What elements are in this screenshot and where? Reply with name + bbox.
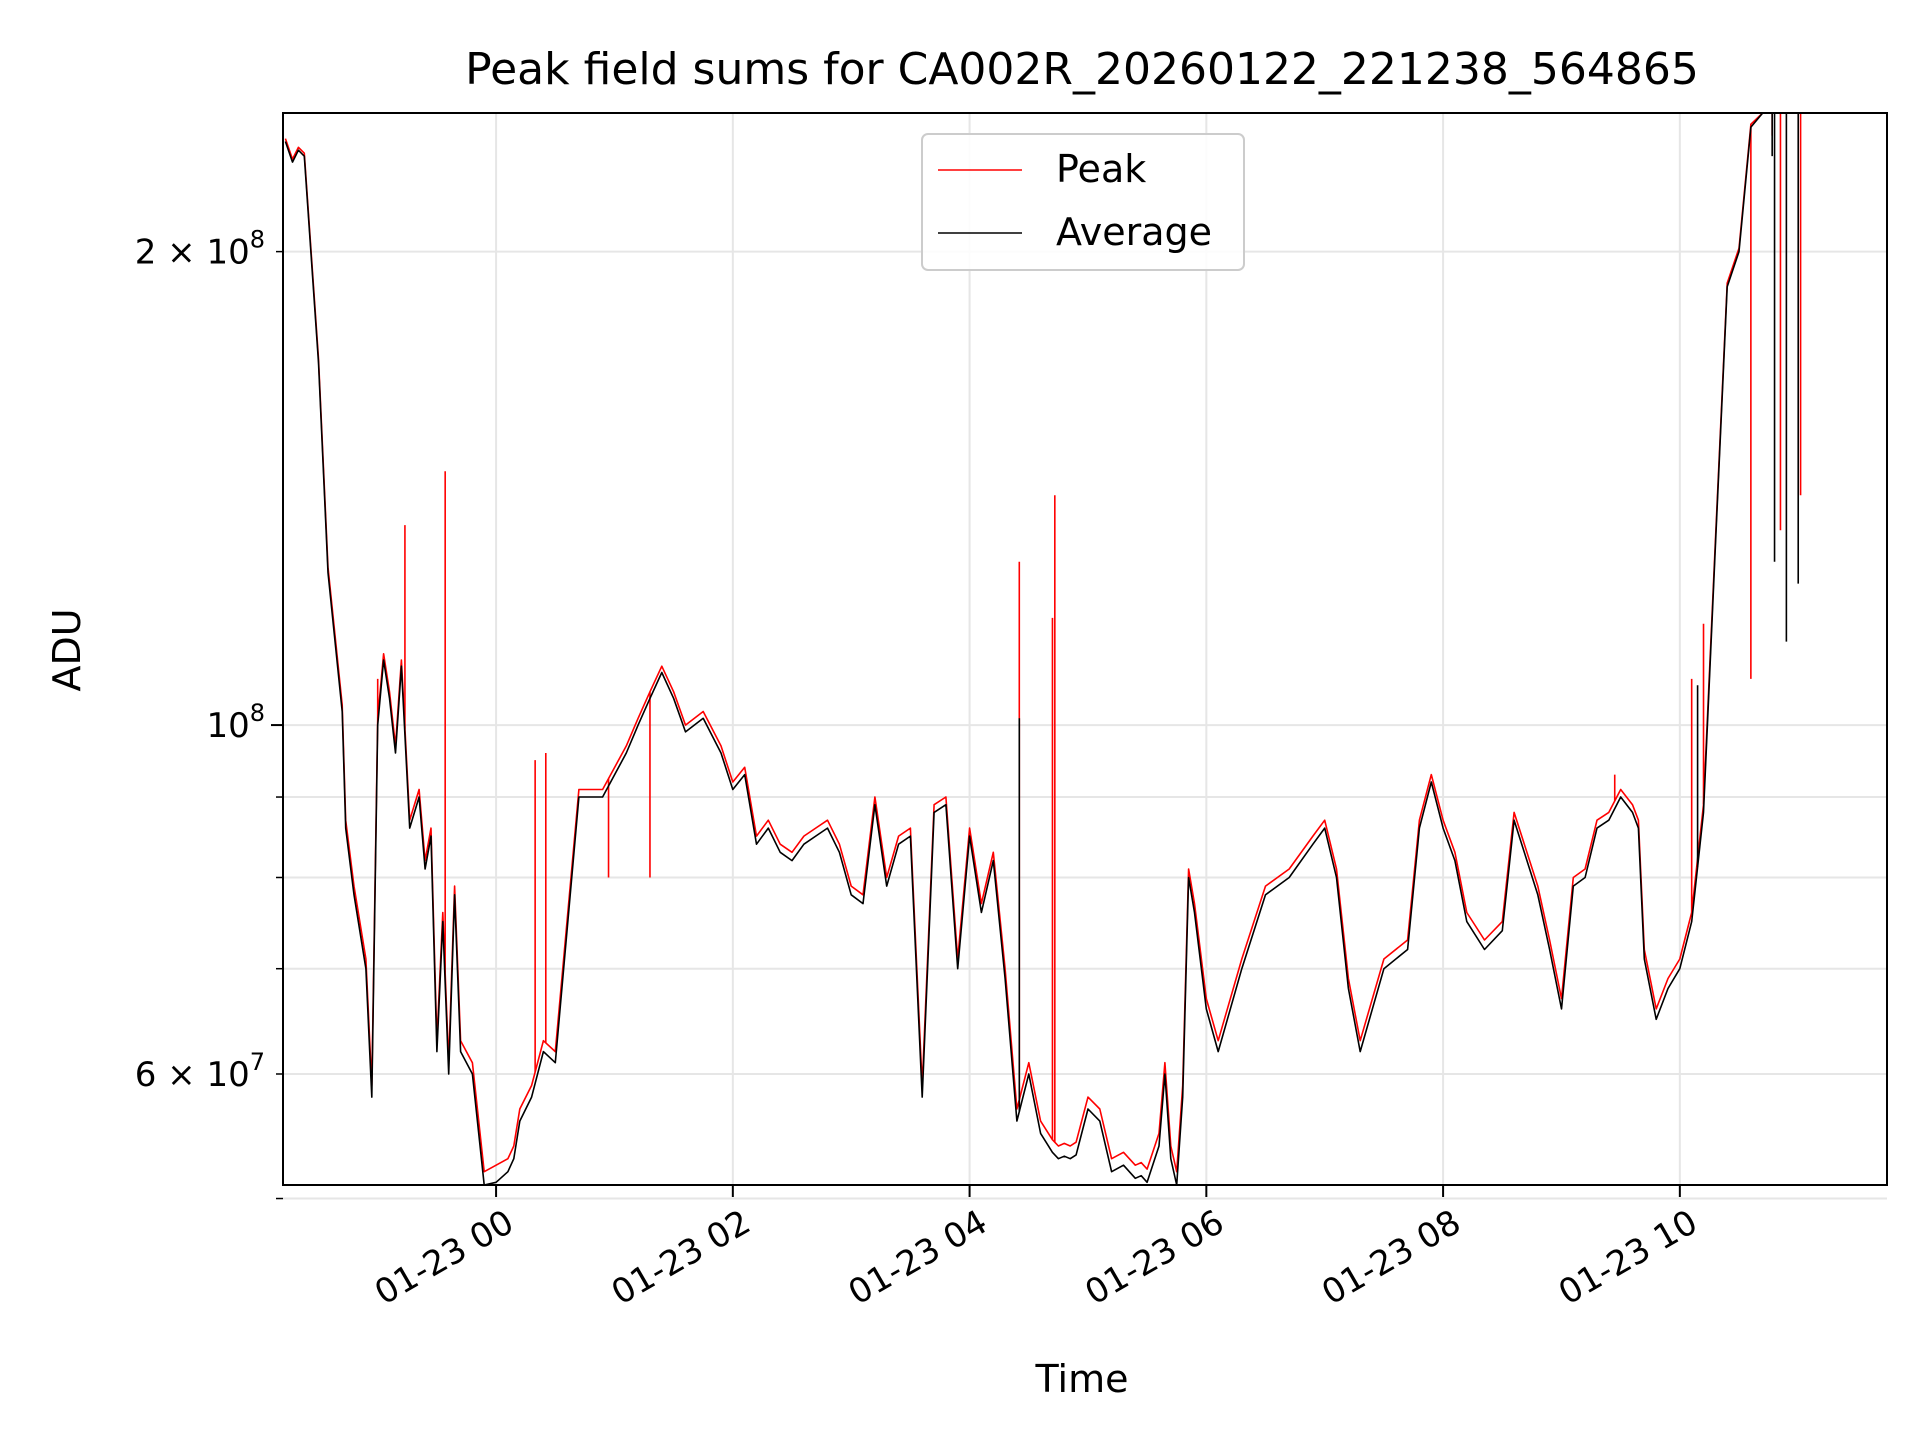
legend-box <box>921 133 1245 271</box>
legend: Peak Average <box>921 133 1245 271</box>
legend-average-label: Average <box>1056 210 1212 254</box>
series-layer <box>284 112 1858 1186</box>
grid-lines <box>283 113 1887 1200</box>
y-tick-label: 2 × 108 <box>135 226 265 273</box>
y-tick-label: 108 <box>206 699 265 746</box>
y-axis-ticks: 6 × 107 2 × 108 108 <box>135 226 283 1200</box>
x-axis-label: Time <box>1035 1357 1129 1401</box>
chart-title: Peak field sums for CA002R_20260122_2212… <box>465 44 1699 95</box>
plot-area-frame <box>282 112 1888 1186</box>
average-series-line <box>284 112 1858 1186</box>
y-axis-label: ADU <box>45 608 89 691</box>
y-tick-label: 6 × 107 <box>135 1048 265 1095</box>
legend-peak-label: Peak <box>1056 147 1146 191</box>
